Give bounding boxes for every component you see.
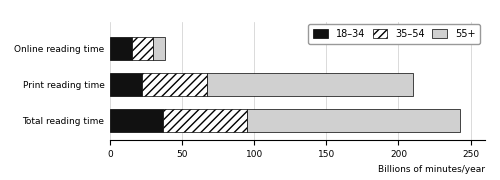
X-axis label: Billions of minutes/year: Billions of minutes/year: [378, 165, 485, 174]
Bar: [142, 73, 206, 96]
Bar: [164, 109, 247, 132]
Bar: [110, 73, 142, 96]
Bar: [247, 109, 460, 132]
Legend: 18–34, 35–54, 55+: 18–34, 35–54, 55+: [308, 24, 480, 44]
Bar: [154, 37, 165, 60]
Bar: [110, 37, 132, 60]
Bar: [206, 73, 413, 96]
Bar: [110, 109, 164, 132]
Bar: [132, 37, 154, 60]
